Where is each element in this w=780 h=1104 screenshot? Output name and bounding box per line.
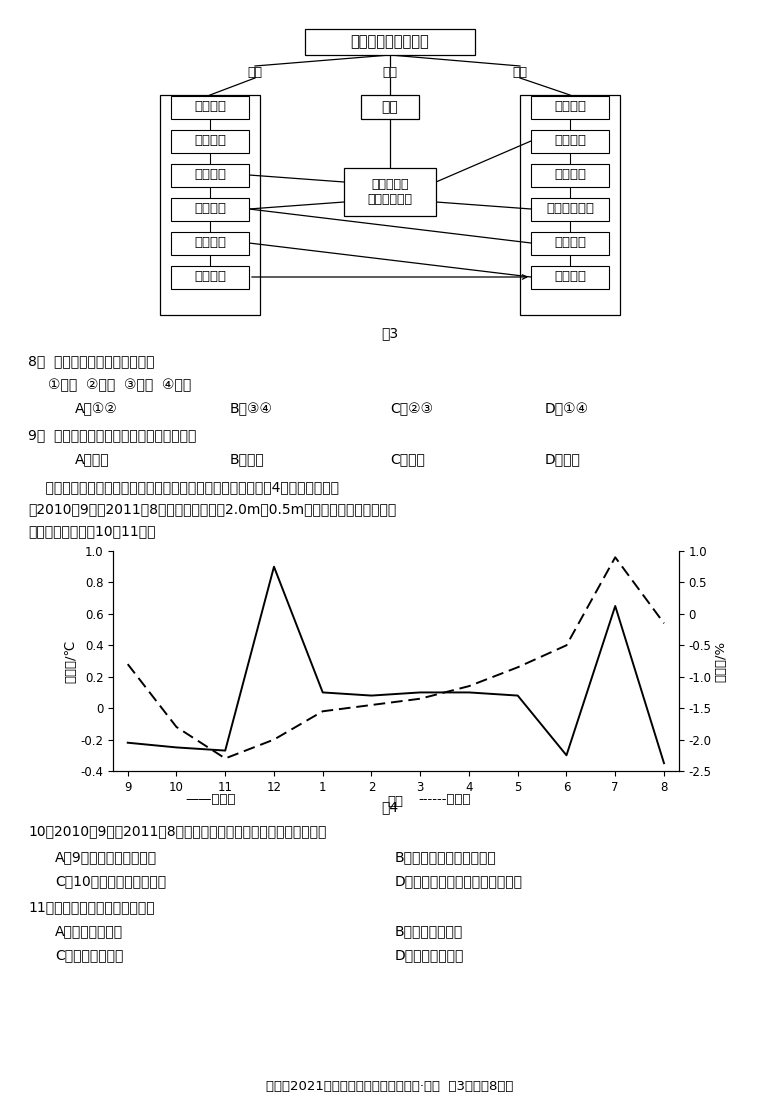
Text: ------湿度差: ------湿度差 xyxy=(418,793,471,806)
FancyBboxPatch shape xyxy=(171,198,249,221)
FancyBboxPatch shape xyxy=(305,29,475,55)
Y-axis label: 湿度差/%: 湿度差/% xyxy=(714,640,727,681)
Text: ①市场  ②地形  ③资源  ④技术: ①市场 ②地形 ③资源 ④技术 xyxy=(48,378,191,392)
Text: 图4: 图4 xyxy=(381,800,399,814)
Text: 区域环境: 区域环境 xyxy=(554,100,586,114)
FancyBboxPatch shape xyxy=(171,265,249,288)
Text: A．促进植物生长: A．促进植物生长 xyxy=(55,924,123,938)
Text: 宏观环境: 宏观环境 xyxy=(554,135,586,148)
FancyBboxPatch shape xyxy=(361,95,419,119)
Text: 关键: 关键 xyxy=(382,65,398,78)
Text: 永州市2021年高考第二次模拟考试试卷·地理  第3页（共8页）: 永州市2021年高考第二次模拟考试试卷·地理 第3页（共8页） xyxy=(266,1080,514,1093)
FancyBboxPatch shape xyxy=(171,232,249,255)
Text: ——温度差: ——温度差 xyxy=(186,793,236,806)
FancyBboxPatch shape xyxy=(531,96,609,118)
Text: B．加速流沙扩展: B．加速流沙扩展 xyxy=(395,924,463,938)
Text: 市场需求: 市场需求 xyxy=(554,169,586,181)
FancyBboxPatch shape xyxy=(531,129,609,152)
Text: 11．流沙前缘的逆温逆湿现象会: 11．流沙前缘的逆温逆湿现象会 xyxy=(28,900,154,914)
Text: 县乡政府作用: 县乡政府作用 xyxy=(546,202,594,215)
Text: D．加剧风力侵蚀: D．加剧风力侵蚀 xyxy=(395,948,464,962)
Text: D．蔬菜: D．蔬菜 xyxy=(545,452,581,466)
Text: 资源禀赋: 资源禀赋 xyxy=(194,169,226,181)
Text: 经济基础: 经济基础 xyxy=(554,270,586,284)
Text: 区位条件: 区位条件 xyxy=(194,202,226,215)
FancyBboxPatch shape xyxy=(531,163,609,187)
Text: 专业村镇形成与发展: 专业村镇形成与发展 xyxy=(351,34,429,50)
FancyBboxPatch shape xyxy=(531,265,609,288)
Text: D．逆湿现象夏季比冬季更加明显: D．逆湿现象夏季比冬季更加明显 xyxy=(395,874,523,888)
Text: 能人: 能人 xyxy=(381,100,399,114)
Y-axis label: 温度差/℃: 温度差/℃ xyxy=(65,639,77,682)
FancyBboxPatch shape xyxy=(171,163,249,187)
Text: C．水稻: C．水稻 xyxy=(390,452,425,466)
Text: 10．2010年9月～2011年8月，有关当地逆温逆湿现象说法正确的是: 10．2010年9月～2011年8月，有关当地逆温逆湿现象说法正确的是 xyxy=(28,824,326,838)
Text: 成长环境与
发挥作用环境: 成长环境与 发挥作用环境 xyxy=(367,178,413,206)
Text: B．③④: B．③④ xyxy=(230,402,273,416)
Text: 历史传统: 历史传统 xyxy=(194,236,226,250)
Text: A．苹果: A．苹果 xyxy=(75,452,110,466)
Text: C．②③: C．②③ xyxy=(390,402,433,416)
Text: 地形特征: 地形特征 xyxy=(194,135,226,148)
Text: 经济基础: 经济基础 xyxy=(194,270,226,284)
Text: 图3: 图3 xyxy=(381,326,399,340)
Text: C．10月开始出现逆湿现象: C．10月开始出现逆湿现象 xyxy=(55,874,166,888)
Text: 基础: 基础 xyxy=(247,65,263,78)
Text: 技术条件: 技术条件 xyxy=(554,236,586,250)
Text: 值曲线，读图完成10～11题。: 值曲线，读图完成10～11题。 xyxy=(28,524,155,538)
Text: 8．  专业村镇形成的基础条件是: 8． 专业村镇形成的基础条件是 xyxy=(28,354,154,368)
Text: B．茶叶: B．茶叶 xyxy=(230,452,264,466)
FancyBboxPatch shape xyxy=(531,198,609,221)
Text: 对流层逆温是下冷上热的现象，逆湿就是下湿上干的现象。图4为塔克拉玛干沙: 对流层逆温是下冷上热的现象，逆湿就是下湿上干的现象。图4为塔克拉玛干沙 xyxy=(28,480,339,493)
Text: D．①④: D．①④ xyxy=(545,402,589,416)
Text: A．①②: A．①② xyxy=(75,402,118,416)
Text: B．逆温强度冬季大于夏季: B．逆温强度冬季大于夏季 xyxy=(395,850,497,864)
Text: 漠2010年9月～2011年8月流沙前缘近地面2.0m与0.5m高度之间的温度和湿度差: 漠2010年9月～2011年8月流沙前缘近地面2.0m与0.5m高度之间的温度和… xyxy=(28,502,396,516)
FancyBboxPatch shape xyxy=(160,95,260,315)
FancyBboxPatch shape xyxy=(171,129,249,152)
Text: 促进: 促进 xyxy=(512,65,527,78)
FancyBboxPatch shape xyxy=(531,232,609,255)
Text: 村域环境: 村域环境 xyxy=(194,100,226,114)
Text: C．增加区域降水: C．增加区域降水 xyxy=(55,948,123,962)
X-axis label: 月份: 月份 xyxy=(388,795,404,808)
FancyBboxPatch shape xyxy=(171,96,249,118)
Text: 9．  皖南地区专业村镇的主导产业最可能是: 9． 皖南地区专业村镇的主导产业最可能是 xyxy=(28,428,197,442)
FancyBboxPatch shape xyxy=(344,168,436,216)
FancyBboxPatch shape xyxy=(520,95,620,315)
Text: A．9月开始出现逆温现象: A．9月开始出现逆温现象 xyxy=(55,850,157,864)
